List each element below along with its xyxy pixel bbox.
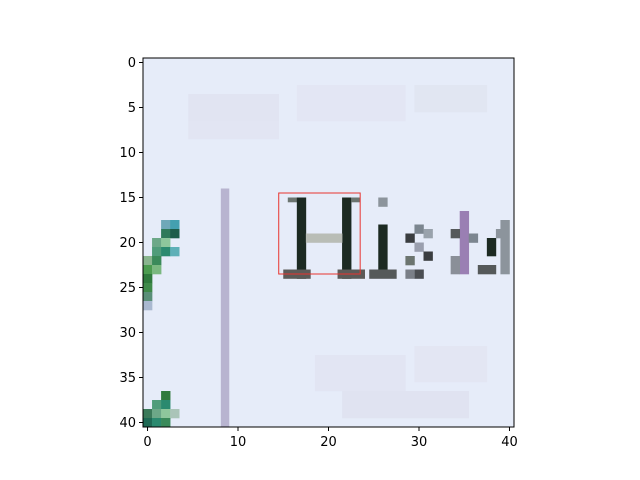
glyph-s — [423, 251, 433, 261]
background-blotch — [188, 94, 280, 122]
glyph-fragment — [450, 256, 461, 275]
glyph-fragment — [152, 400, 162, 410]
glyph-fragment — [161, 418, 171, 428]
glyph-fragment — [170, 220, 180, 230]
glyph-fragment — [459, 211, 470, 275]
glyph-fragment — [143, 256, 153, 266]
glyph-fragment — [170, 247, 180, 257]
glyph-fragment — [170, 409, 180, 419]
glyph-fragment — [143, 409, 153, 419]
glyph-fragment — [161, 400, 171, 410]
background-blotch — [414, 346, 488, 383]
background-blotch — [314, 355, 406, 392]
glyph-H — [342, 197, 352, 279]
glyph-fragment — [152, 256, 162, 266]
glyph-fragment — [161, 220, 171, 230]
glyph-fragment — [152, 265, 162, 275]
glyph-s — [414, 242, 424, 252]
y-tick-label: 25 — [119, 281, 136, 296]
x-tick-label: 10 — [230, 435, 247, 450]
glyph-fragment — [143, 265, 153, 275]
y-tick-label: 15 — [119, 191, 136, 206]
glyph-fragment — [450, 229, 461, 239]
image-pixels — [143, 85, 510, 428]
x-tick-label: 40 — [501, 435, 518, 450]
glyph-s — [423, 229, 433, 239]
glyph-fragment — [143, 418, 153, 428]
x-tick-label: 0 — [143, 435, 151, 450]
y-tick-label: 10 — [119, 146, 136, 161]
glyph-fragment — [143, 274, 153, 284]
y-tick-label: 20 — [119, 236, 136, 251]
glyph-s — [405, 269, 415, 279]
glyph-fragment — [152, 238, 162, 248]
glyph-s — [405, 256, 415, 266]
background-blotch — [296, 85, 406, 122]
glyph-i — [378, 197, 388, 207]
y-tick-label: 40 — [119, 416, 136, 431]
glyph-s — [414, 269, 424, 279]
y-tick-label: 35 — [119, 371, 136, 386]
glyph-fragment — [161, 391, 171, 401]
glyph-H — [287, 197, 298, 203]
x-axis-ticks: 0 10 20 30 40 — [143, 427, 518, 450]
glyph-fragment — [152, 247, 162, 257]
glyph-fragment — [143, 301, 153, 311]
glyph-i — [369, 269, 397, 279]
glyph-fragment — [161, 247, 171, 257]
glyph-s — [414, 224, 424, 234]
glyph-fragment — [143, 292, 153, 302]
glyph-fragment — [161, 229, 171, 239]
glyph-H — [305, 233, 343, 243]
glyph-H — [351, 197, 361, 203]
highlight-rectangle — [278, 192, 361, 275]
y-tick-label: 5 — [128, 101, 136, 116]
y-tick-label: 0 — [128, 56, 136, 71]
glyph-fragment — [152, 418, 162, 428]
glyph-fragment — [143, 283, 153, 293]
glyph-i — [378, 224, 388, 270]
glyph-fragment — [161, 409, 171, 419]
y-tick-label: 30 — [119, 326, 136, 341]
glyph-fragment — [486, 238, 497, 257]
glyph-fragment — [500, 220, 510, 275]
glyph-fragment — [161, 238, 171, 248]
separator-line — [220, 188, 230, 428]
x-tick-label: 20 — [320, 435, 337, 450]
glyph-fragment — [477, 265, 497, 275]
glyph-fragment — [170, 229, 180, 239]
y-axis-ticks: 0 5 10 15 20 25 30 35 40 — [119, 56, 143, 431]
glyph-H — [296, 197, 307, 279]
image-plot-area — [142, 57, 515, 428]
background-blotch — [414, 85, 488, 113]
x-tick-label: 30 — [411, 435, 428, 450]
glyph-fragment — [468, 233, 479, 243]
background-blotch — [188, 121, 280, 140]
glyph-fragment — [152, 409, 162, 419]
glyph-s — [405, 233, 415, 243]
background-blotch — [342, 391, 470, 419]
